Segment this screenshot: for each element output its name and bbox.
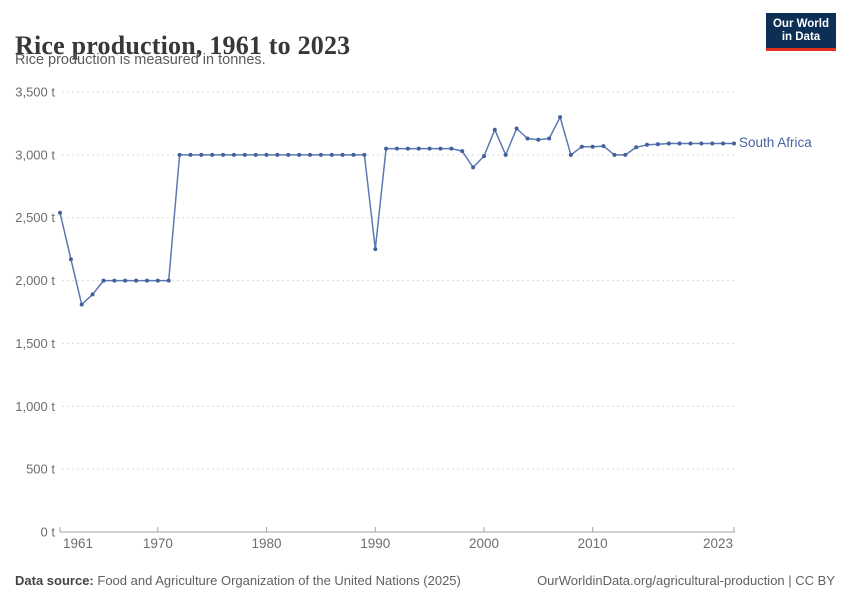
owid-logo-text-line2: in Data <box>781 31 821 43</box>
data-point[interactable] <box>264 152 269 157</box>
data-point[interactable] <box>655 142 660 147</box>
data-point[interactable] <box>286 152 291 157</box>
data-point[interactable] <box>634 145 639 150</box>
y-axis-tick-label: 3,500 t <box>15 85 55 100</box>
data-point[interactable] <box>253 152 258 157</box>
owid-url-license-link[interactable]: OurWorldinData.org/agricultural-producti… <box>537 573 835 588</box>
data-point[interactable] <box>318 152 323 157</box>
owid-logo[interactable]: Our World in Data <box>766 13 836 51</box>
data-point[interactable] <box>101 278 106 283</box>
data-point[interactable] <box>677 141 682 146</box>
data-point[interactable] <box>590 144 595 149</box>
x-axis-tick-label: 1990 <box>360 536 390 551</box>
chart-subtitle: Rice production is measured in tonnes. <box>15 52 266 68</box>
data-point[interactable] <box>471 165 476 170</box>
y-axis-tick-label: 1,500 t <box>15 336 55 351</box>
chart-title: Rice production, 1961 to 2023 <box>15 31 351 61</box>
data-point[interactable] <box>123 278 128 283</box>
data-point[interactable] <box>623 152 628 157</box>
data-line-south-africa[interactable] <box>59 116 735 306</box>
x-axis-tick-label: 1961 <box>63 536 93 551</box>
data-point[interactable] <box>275 152 280 157</box>
data-point[interactable] <box>134 278 139 283</box>
data-point[interactable] <box>601 144 606 149</box>
data-point[interactable] <box>351 152 356 157</box>
data-point[interactable] <box>503 152 508 157</box>
data-point[interactable] <box>710 141 715 146</box>
data-point[interactable] <box>482 154 486 159</box>
data-point[interactable] <box>547 136 552 141</box>
x-axis-tick-label: 1980 <box>252 536 282 551</box>
data-point[interactable] <box>362 152 367 157</box>
y-axis-tick-label: 0 t <box>41 525 56 540</box>
data-point[interactable] <box>297 152 302 157</box>
data-point[interactable] <box>721 141 726 146</box>
data-point[interactable] <box>688 141 693 146</box>
data-point[interactable] <box>460 149 465 154</box>
data-point[interactable] <box>405 146 410 151</box>
x-axis-tick-label: 2010 <box>578 536 608 551</box>
data-point[interactable] <box>568 152 573 157</box>
data-source-note: Data source: Food and Agriculture Organi… <box>15 573 461 588</box>
data-source-label: Data source: <box>15 573 94 588</box>
data-point[interactable] <box>525 136 530 141</box>
data-point[interactable] <box>177 152 182 157</box>
data-point[interactable] <box>373 247 378 252</box>
data-source-text: Food and Agriculture Organization of the… <box>97 573 461 588</box>
y-axis-tick-label: 2,000 t <box>15 273 55 288</box>
data-point[interactable] <box>68 257 73 262</box>
data-point[interactable] <box>308 152 312 157</box>
data-point[interactable] <box>438 146 443 151</box>
data-point[interactable] <box>732 141 736 146</box>
x-axis-tick-label: 2000 <box>469 536 499 551</box>
data-point[interactable] <box>340 152 345 157</box>
data-point[interactable] <box>666 141 671 146</box>
data-point[interactable] <box>231 152 236 157</box>
data-point[interactable] <box>427 146 432 151</box>
y-axis-tick-label: 1,000 t <box>15 399 55 414</box>
data-point[interactable] <box>699 141 704 146</box>
y-axis-tick-label: 500 t <box>26 462 55 477</box>
data-point[interactable] <box>210 152 215 157</box>
y-axis-tick-label: 3,000 t <box>15 147 55 162</box>
data-point[interactable] <box>558 115 563 120</box>
data-point[interactable] <box>188 152 193 157</box>
data-point[interactable] <box>384 146 389 151</box>
data-point[interactable] <box>58 210 62 215</box>
data-point[interactable] <box>329 152 334 157</box>
x-axis-tick-label: 1970 <box>143 536 173 551</box>
data-point[interactable] <box>536 137 541 142</box>
data-point[interactable] <box>221 152 226 157</box>
data-point[interactable] <box>612 152 617 157</box>
data-point[interactable] <box>79 302 84 307</box>
data-point[interactable] <box>242 152 247 157</box>
data-point[interactable] <box>416 146 421 151</box>
data-point[interactable] <box>579 144 584 149</box>
data-point[interactable] <box>492 127 497 132</box>
data-point[interactable] <box>112 278 117 283</box>
chart-footer: Data source: Food and Agriculture Organi… <box>0 573 850 588</box>
data-point[interactable] <box>166 278 171 283</box>
y-axis-tick-label: 2,500 t <box>15 210 55 225</box>
data-point[interactable] <box>645 142 649 147</box>
data-point[interactable] <box>514 126 519 131</box>
x-axis-tick-label: 2023 <box>703 536 733 551</box>
data-point[interactable] <box>199 152 204 157</box>
owid-logo-text-line1: Our World <box>772 18 829 30</box>
data-point[interactable] <box>395 146 399 151</box>
data-point[interactable] <box>145 278 149 283</box>
data-point[interactable] <box>449 146 454 151</box>
data-point[interactable] <box>155 278 160 283</box>
series-entity-label: South Africa <box>739 134 812 150</box>
data-point[interactable] <box>90 292 95 297</box>
